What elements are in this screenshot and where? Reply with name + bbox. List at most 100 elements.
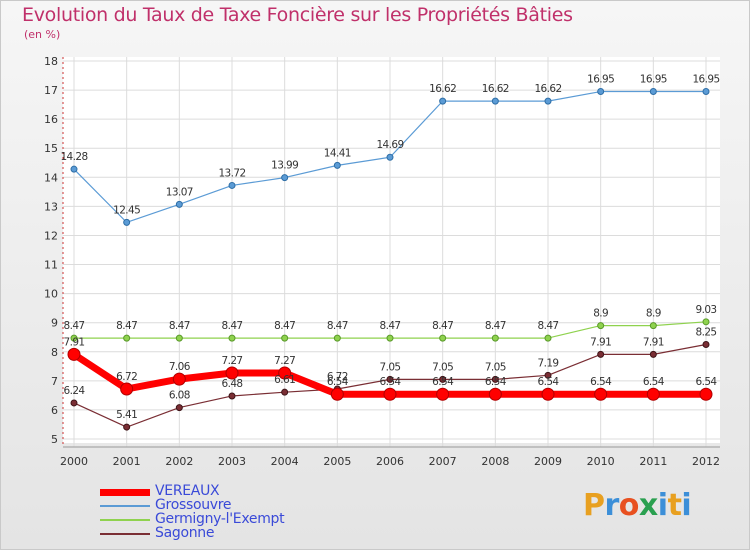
data-point (67, 347, 81, 361)
data-label: 6.08 (169, 390, 190, 402)
data-label: 8.47 (380, 320, 401, 332)
data-label: 14.28 (60, 151, 87, 163)
data-point (281, 334, 289, 342)
y-tick-label: 12 (44, 229, 58, 242)
y-tick-label: 6 (51, 404, 58, 417)
data-label: 8.47 (274, 320, 295, 332)
data-label: 8.47 (222, 320, 243, 332)
legend-swatch (100, 489, 150, 496)
data-label: 8.47 (538, 320, 559, 332)
legend-label: Sagonne (155, 525, 215, 541)
data-label: 7.19 (538, 357, 559, 369)
data-point (646, 387, 660, 401)
data-label: 6.54 (538, 376, 560, 388)
x-tick-label: 2010 (587, 455, 615, 468)
data-label: 7.06 (169, 361, 191, 373)
data-label: 16.62 (482, 83, 509, 95)
logo-letter: i (681, 488, 692, 523)
data-label: 8.47 (485, 320, 506, 332)
data-point (281, 174, 289, 182)
data-label: 6.72 (116, 371, 137, 383)
legend-label: Grossouvre (155, 497, 232, 513)
data-point (541, 387, 555, 401)
data-label: 13.99 (271, 160, 298, 172)
x-tick-label: 2009 (534, 455, 562, 468)
data-label: 5.41 (116, 409, 137, 421)
y-tick-label: 15 (44, 142, 58, 155)
data-label: 7.27 (274, 355, 295, 367)
x-tick-label: 2012 (692, 455, 720, 468)
x-tick-label: 2008 (481, 455, 509, 468)
data-label: 6.54 (327, 376, 349, 388)
data-point (439, 375, 447, 383)
data-point (491, 97, 499, 105)
data-point (702, 318, 710, 326)
data-point (70, 165, 78, 173)
data-label: 8.47 (116, 320, 137, 332)
data-label: 8.9 (646, 308, 661, 320)
legend-label: Germigny-l'Exempt (155, 511, 285, 527)
data-label: 8.47 (64, 320, 85, 332)
data-point (123, 423, 131, 431)
data-label: 14.41 (324, 147, 351, 159)
x-tick-label: 2007 (429, 455, 457, 468)
data-label: 7.91 (643, 336, 664, 348)
data-label: 7.05 (432, 361, 453, 373)
data-label: 16.95 (692, 74, 719, 86)
data-label: 7.05 (380, 361, 401, 373)
data-label: 6.54 (643, 376, 665, 388)
legend-label: VEREAUX (155, 483, 220, 499)
data-label: 13.72 (218, 167, 245, 179)
data-point (702, 88, 710, 96)
x-tick-label: 2006 (376, 455, 404, 468)
legend-swatch (100, 533, 150, 535)
data-point (491, 334, 499, 342)
y-tick-label: 9 (51, 317, 58, 330)
data-label: 8.9 (593, 308, 608, 320)
data-point (386, 375, 394, 383)
logo-letter: r (604, 488, 620, 523)
chart-title: Evolution du Taux de Taxe Foncière sur l… (22, 4, 573, 26)
y-tick-label: 18 (44, 55, 58, 68)
data-point (544, 334, 552, 342)
y-tick-label: 7 (51, 375, 58, 388)
data-label: 14.69 (376, 139, 403, 151)
data-point (594, 387, 608, 401)
x-tick-label: 2003 (218, 455, 246, 468)
data-label: 16.62 (429, 83, 456, 95)
data-point (333, 161, 341, 169)
data-label: 7.27 (222, 355, 243, 367)
data-label: 7.91 (64, 336, 85, 348)
data-point (597, 322, 605, 330)
data-point (172, 372, 186, 386)
data-label: 12.45 (113, 204, 140, 216)
logo-letter: o (618, 488, 640, 523)
data-point (278, 366, 292, 380)
proxiti-logo: Proxiti (583, 488, 692, 523)
data-label: 6.54 (380, 376, 402, 388)
data-point (228, 334, 236, 342)
data-label: 13.07 (166, 186, 193, 198)
data-point (491, 375, 499, 383)
y-tick-label: 14 (44, 171, 58, 184)
data-label: 6.54 (485, 376, 507, 388)
y-tick-label: 11 (44, 259, 58, 272)
x-tick-label: 2004 (271, 455, 299, 468)
data-label: 8.47 (327, 320, 348, 332)
data-point (439, 97, 447, 105)
data-label: 6.48 (222, 378, 243, 390)
x-tick-label: 2002 (165, 455, 193, 468)
data-label: 8.47 (169, 320, 190, 332)
data-label: 6.54 (590, 376, 612, 388)
y-tick-label: 17 (44, 84, 58, 97)
data-point (333, 334, 341, 342)
logo-letter: i (657, 488, 668, 523)
data-point (120, 382, 134, 396)
y-tick-label: 5 (51, 433, 58, 446)
legend-swatch (100, 519, 150, 521)
data-label: 16.95 (640, 74, 667, 86)
data-label: 6.61 (274, 374, 295, 386)
data-label: 16.95 (587, 74, 614, 86)
data-point (702, 341, 710, 348)
